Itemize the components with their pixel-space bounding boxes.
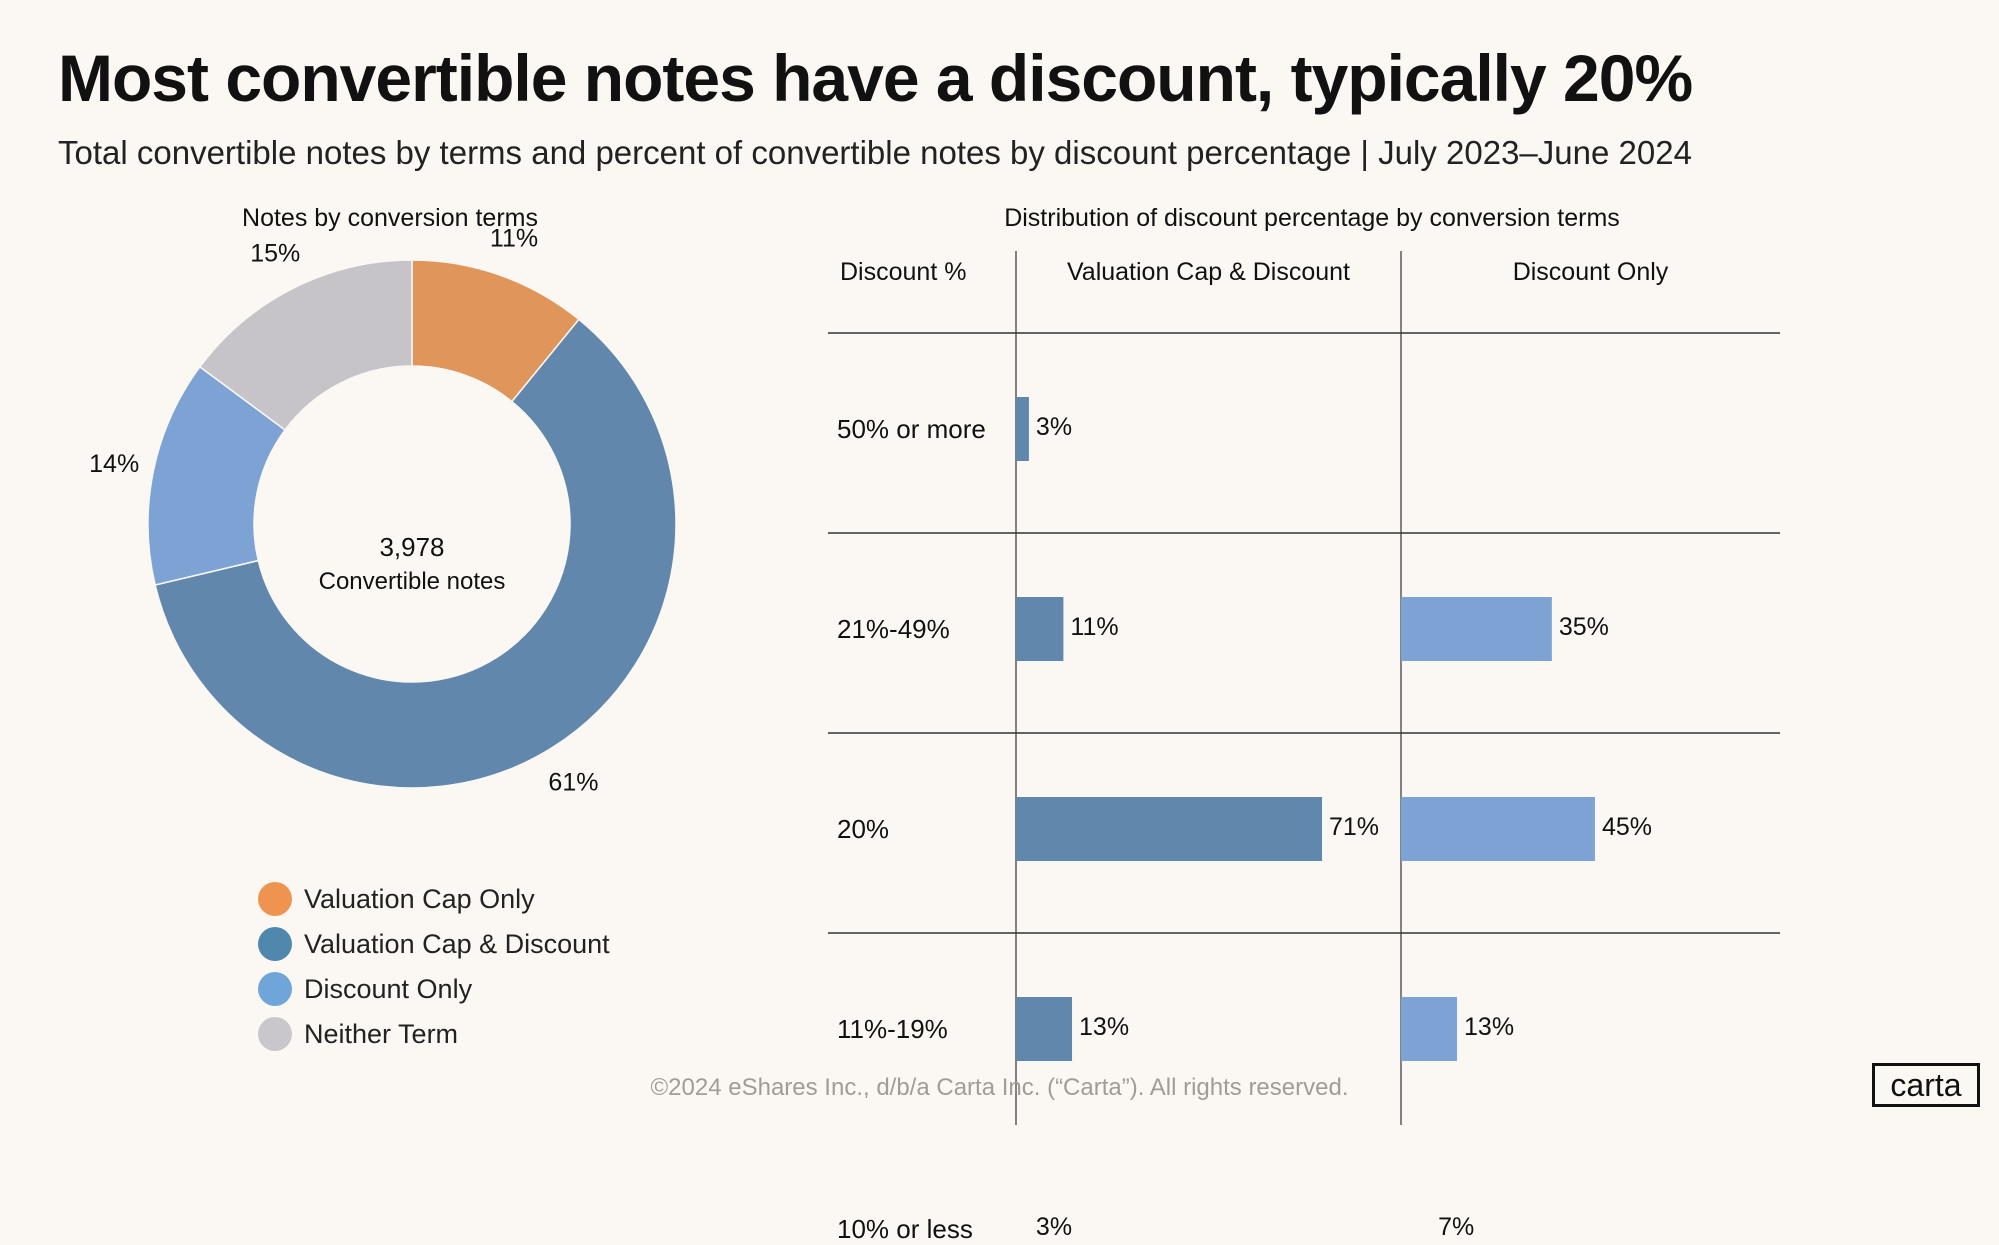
donut-slice-label: 11% [490, 225, 538, 253]
bar-table-title: Distribution of discount percentage by c… [1004, 204, 1620, 232]
bar-value-label: 3% [1035, 413, 1073, 441]
legend-label: Valuation Cap & Discount [304, 928, 610, 959]
header-discount-pct: Discount % [840, 258, 967, 286]
donut-center-label: Convertible notes [318, 568, 506, 595]
bar-1-2 [1401, 797, 1595, 861]
bar-value-label: 7% [1438, 1213, 1475, 1241]
bar-value-label: 13% [1464, 1013, 1515, 1041]
page-subtitle: Total convertible notes by terms and per… [58, 134, 1692, 171]
legend-item: Valuation Cap & Discount [258, 926, 610, 962]
legend-label: Neither Term [304, 1018, 459, 1049]
header-valcap-discount: Valuation Cap & Discount [1066, 258, 1351, 286]
legend-item: Neither Term [258, 1016, 458, 1052]
bar-1-1 [1401, 597, 1552, 661]
bar-0-2 [1016, 797, 1323, 861]
legend-swatch-icon [258, 972, 292, 1006]
legend-label: Discount Only [304, 973, 473, 1004]
donut-slice-label: 15% [250, 239, 300, 267]
page-title: Most convertible notes have a discount, … [58, 41, 1693, 115]
legend-label: Valuation Cap Only [304, 883, 535, 914]
bar-0-3 [1016, 997, 1073, 1061]
header-discount-only: Discount Only [1512, 258, 1669, 286]
legend-item: Valuation Cap Only [258, 881, 535, 917]
bar-value-label: 71% [1329, 813, 1380, 841]
donut-slice-label: 14% [89, 450, 139, 478]
row-label: 50% or more [837, 414, 986, 444]
bar-0-0 [1016, 397, 1029, 461]
bar-value-label: 13% [1079, 1013, 1130, 1041]
legend-swatch-icon [258, 1017, 292, 1051]
bar-0-1 [1016, 597, 1064, 661]
row-label: 11%-19% [837, 1014, 948, 1044]
row-label: 20% [837, 814, 890, 844]
row-label: 10% or less [837, 1214, 973, 1244]
bar-1-3 [1401, 997, 1458, 1061]
copyright-footer: ©2024 eShares Inc., d/b/a Carta Inc. (“C… [650, 1074, 1349, 1101]
row-label: 21%-49% [837, 614, 950, 644]
donut-slice-1 [154, 318, 677, 789]
legend-swatch-icon [258, 927, 292, 961]
bar-value-label: 11% [1070, 613, 1119, 641]
legend-swatch-icon [258, 882, 292, 916]
bar-value-label: 3% [1035, 1213, 1073, 1241]
donut-title: Notes by conversion terms [242, 204, 538, 232]
chart-canvas: 11% 61% 14% 15% [89, 225, 1780, 1125]
donut-center-value: 3,978 [379, 532, 445, 562]
bar-value-label: 45% [1601, 813, 1652, 841]
donut-slice-3 [198, 259, 413, 431]
bar-value-label: 35% [1558, 613, 1609, 641]
legend-item: Discount Only [258, 971, 472, 1007]
donut-slice-label: 61% [548, 769, 598, 797]
carta-logo: carta [1872, 1063, 1980, 1107]
